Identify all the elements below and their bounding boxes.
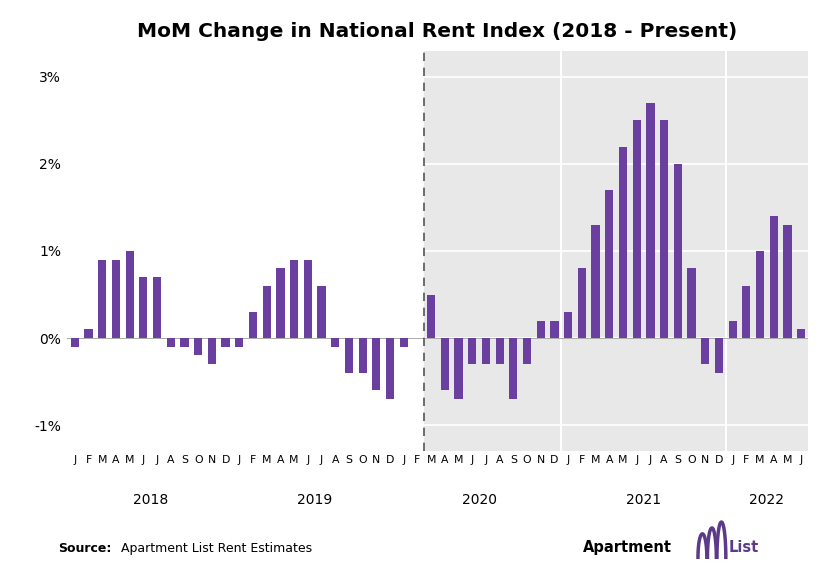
Bar: [126, 251, 134, 338]
Bar: [290, 259, 298, 338]
Bar: [84, 329, 92, 338]
Bar: [98, 259, 107, 338]
Bar: [71, 338, 79, 347]
Bar: [660, 120, 668, 338]
Bar: [481, 338, 490, 364]
Bar: [674, 164, 682, 338]
Bar: [619, 147, 627, 338]
Bar: [578, 268, 586, 338]
Text: 2021: 2021: [626, 493, 661, 507]
Bar: [646, 103, 655, 338]
Bar: [496, 338, 504, 364]
Bar: [277, 268, 285, 338]
Bar: [304, 259, 312, 338]
Bar: [770, 216, 778, 338]
Title: MoM Change in National Rent Index (2018 - Present): MoM Change in National Rent Index (2018 …: [137, 22, 737, 41]
Text: 2018: 2018: [132, 493, 168, 507]
Bar: [358, 338, 367, 373]
Bar: [756, 251, 764, 338]
Bar: [715, 338, 723, 373]
Bar: [235, 338, 243, 347]
Bar: [564, 312, 572, 338]
Text: Source:: Source:: [58, 541, 112, 554]
Bar: [345, 338, 353, 373]
Bar: [167, 338, 175, 347]
Bar: [468, 338, 476, 364]
Bar: [591, 225, 600, 338]
Bar: [262, 286, 271, 338]
Bar: [424, 51, 808, 451]
Bar: [181, 338, 188, 347]
Bar: [332, 338, 339, 347]
Bar: [372, 338, 381, 390]
Bar: [441, 338, 449, 390]
Bar: [427, 294, 436, 338]
Bar: [797, 329, 806, 338]
Bar: [317, 286, 326, 338]
Bar: [139, 277, 147, 338]
Bar: [536, 320, 545, 338]
Bar: [153, 277, 162, 338]
Bar: [632, 120, 641, 338]
Bar: [509, 338, 517, 399]
Text: 2022: 2022: [750, 493, 785, 507]
Bar: [222, 338, 230, 347]
Bar: [455, 338, 462, 399]
Text: 2020: 2020: [461, 493, 496, 507]
Bar: [551, 320, 559, 338]
Text: 2019: 2019: [297, 493, 332, 507]
Bar: [729, 320, 736, 338]
Bar: [606, 190, 613, 338]
Text: List: List: [729, 540, 759, 554]
Bar: [687, 268, 696, 338]
Bar: [701, 338, 710, 364]
Bar: [783, 225, 791, 338]
Bar: [249, 312, 257, 338]
Bar: [386, 338, 394, 399]
Bar: [742, 286, 751, 338]
Bar: [207, 338, 216, 364]
Bar: [523, 338, 531, 364]
Text: Apartment: Apartment: [583, 540, 672, 554]
Bar: [194, 338, 202, 355]
Bar: [400, 338, 408, 347]
Bar: [112, 259, 120, 338]
Text: Apartment List Rent Estimates: Apartment List Rent Estimates: [121, 541, 312, 554]
